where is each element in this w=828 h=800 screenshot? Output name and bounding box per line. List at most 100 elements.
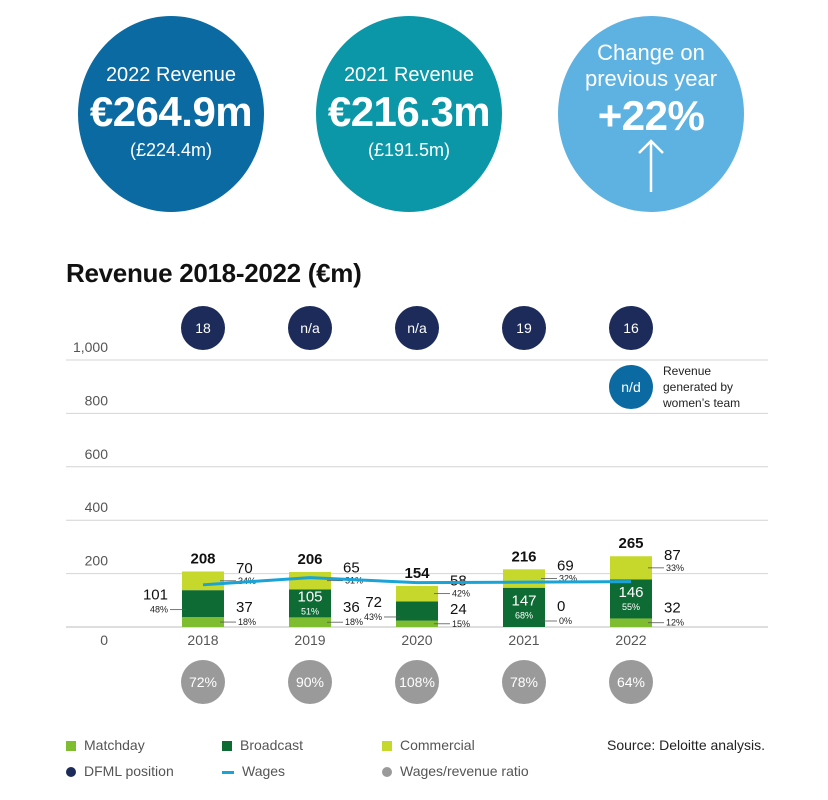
bar-commercial [503, 569, 545, 588]
matchday-value-label: 32 [664, 600, 681, 617]
womens-revenue-circle [609, 365, 653, 409]
commercial-value-label: 70 [236, 560, 253, 577]
matchday-pct-label: 15% [452, 619, 470, 629]
dfml-position-label: 19 [516, 320, 532, 336]
commercial-pct-label: 42% [452, 589, 470, 599]
matchday-pct-label: 0% [559, 616, 572, 626]
bar-broadcast [182, 590, 224, 618]
kpi-2022-revenue: 2022 Revenue €264.9m (£224.4m) [78, 16, 264, 212]
y-tick-label: 400 [85, 499, 109, 515]
legend-label: Matchday [84, 737, 145, 753]
x-tick-label: 2019 [294, 632, 325, 648]
chart-title: Revenue 2018-2022 (€m) [66, 258, 362, 288]
legend-item-commercial: Commercial [382, 737, 475, 753]
y-tick-label: 800 [85, 392, 109, 408]
bar-broadcast [289, 589, 331, 618]
broadcast-pct-label: 43% [364, 612, 382, 622]
wages-ratio-circle [395, 660, 439, 704]
kpi-change-label-2: previous year [584, 66, 718, 91]
revenue-chart: 0 200 400 600 800 1,000 18 n/a n/a 19 16 n/d Revenue… [66, 306, 768, 704]
bar-total-label: 265 [618, 535, 643, 552]
dfml-position-label: n/a [300, 320, 320, 336]
wages-ratio-label: 64% [617, 674, 645, 690]
broadcast-value-label: 101 [143, 587, 168, 604]
matchday-value-label: 24 [450, 601, 467, 618]
broadcast-pct-label: 55% [622, 602, 640, 612]
womens-revenue-label: Revenue [663, 364, 711, 378]
wages-ratio-circle [288, 660, 332, 704]
y-tick-label: 0 [100, 632, 108, 648]
dfml-position-circle [395, 306, 439, 350]
wages-ratio-label: 90% [296, 674, 324, 690]
bar-total-label: 154 [404, 565, 430, 582]
y-tick-label: 600 [85, 446, 109, 462]
bar-broadcast [610, 579, 652, 619]
womens-revenue-label: generated by [663, 380, 733, 394]
kpi-change-value: +22% [597, 92, 705, 139]
legend-label: DFML position [84, 763, 174, 779]
legend-swatch-broadcast [222, 741, 232, 752]
dfml-position-label: 18 [195, 320, 211, 336]
broadcast-pct-label: 51% [301, 606, 319, 616]
wages-ratio-label: 78% [510, 674, 538, 690]
matchday-value-label: 37 [236, 599, 253, 616]
kpi-2021-sub: (£191.5m) [367, 140, 451, 160]
broadcast-value-label: 105 [297, 588, 322, 605]
kpi-change-label-1: Change on [597, 40, 705, 65]
legend-label: Wages [242, 763, 286, 779]
x-tick-label: 2021 [508, 632, 539, 648]
x-tick-label: 2018 [187, 632, 218, 648]
womens-revenue-label: women’s team [662, 396, 740, 410]
bar-matchday [182, 617, 224, 627]
kpi-2021-label: 2021 Revenue [343, 64, 475, 86]
bar-commercial [610, 556, 652, 580]
bar-matchday [610, 618, 652, 627]
dfml-position-circle [181, 306, 225, 350]
legend-swatch-matchday [66, 741, 76, 752]
matchday-value-label: 0 [557, 598, 565, 615]
legend-swatch-commercial [382, 741, 392, 752]
wages-line [202, 576, 632, 587]
bar-matchday [396, 620, 438, 627]
broadcast-value-label: 72 [365, 594, 382, 611]
wages-ratio-label: 108% [399, 674, 435, 690]
x-tick-label: 2020 [401, 632, 432, 648]
commercial-pct-label: 33% [666, 563, 684, 573]
legend-item-ratio: Wages/revenue ratio [382, 763, 529, 779]
commercial-value-label: 69 [557, 558, 574, 575]
bar-total-label: 206 [297, 551, 322, 568]
kpi-2021-value: €216.3m [327, 88, 491, 135]
bar-broadcast [396, 601, 438, 621]
dfml-position-circle [288, 306, 332, 350]
kpi-change: Change on previous year +22% [558, 16, 744, 212]
kpi-2022-value: €264.9m [89, 88, 253, 135]
legend-swatch-wages [222, 770, 234, 774]
dfml-position-label: 16 [623, 320, 639, 336]
broadcast-pct-label: 68% [515, 610, 533, 620]
bar-matchday [289, 617, 331, 627]
wages-ratio-circle [609, 660, 653, 704]
dfml-position-circle [502, 306, 546, 350]
dfml-position-circle [609, 306, 653, 350]
wages-ratio-circle [181, 660, 225, 704]
commercial-pct-label: 32% [559, 574, 577, 584]
y-tick-label: 200 [85, 553, 109, 569]
legend-item-broadcast: Broadcast [222, 737, 303, 753]
broadcast-pct-label: 48% [150, 605, 168, 615]
legend-label: Wages/revenue ratio [400, 763, 529, 779]
legend-item-dfml: DFML position [66, 763, 174, 779]
matchday-value-label: 36 [343, 599, 360, 616]
legend-item-wages: Wages [222, 763, 285, 779]
broadcast-value-label: 147 [511, 592, 536, 609]
legend-swatch-dfml [66, 767, 76, 778]
bar-total-label: 208 [190, 550, 215, 567]
source-note: Source: Deloitte analysis. [607, 737, 765, 753]
bar-commercial [396, 585, 438, 602]
kpi-2022-sub: (£224.4m) [129, 140, 213, 160]
commercial-value-label: 87 [664, 547, 681, 564]
broadcast-value-label: 146 [618, 584, 643, 601]
kpi-2021-revenue: 2021 Revenue €216.3m (£191.5m) [316, 16, 502, 212]
arrow-up-icon [638, 139, 664, 192]
legend-item-matchday: Matchday [66, 737, 145, 753]
dfml-position-label: n/a [407, 320, 427, 336]
